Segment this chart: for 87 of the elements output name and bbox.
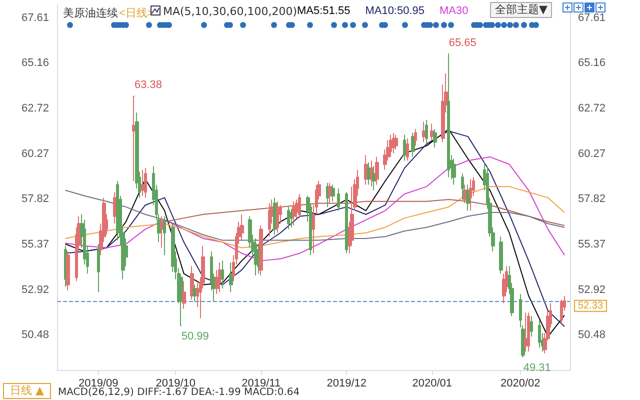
candlestick [229, 262, 233, 293]
x-tick-label: 2019/12 [326, 378, 366, 390]
candlestick [430, 123, 434, 141]
line-series [64, 190, 565, 241]
annotation: MA(5,10,30,60,100,200) [163, 5, 298, 19]
y2-tick-label: 57.82 [578, 193, 606, 206]
text: 日线 ▲ [3, 383, 51, 399]
candlestick [389, 134, 392, 158]
y-tick-label: 65.16 [21, 57, 49, 70]
text: MACD(26,12,9) DIFF:-1.67 DEA:-1.99 MACD:0.64 [58, 387, 300, 400]
candlestick [466, 184, 470, 212]
candlestick [345, 192, 348, 254]
y2-tick-label: 55.37 [578, 238, 606, 251]
y-tick-label: 60.27 [21, 148, 49, 160]
chart-title: 美原油连续 [63, 6, 118, 20]
candlestick [538, 319, 541, 348]
candlestick [433, 128, 437, 148]
candlestick [240, 214, 244, 241]
annotation: 65.65 [448, 37, 476, 50]
y2-tick-label: 65.16 [578, 57, 606, 70]
candlestick [287, 206, 290, 230]
candlestick [469, 178, 472, 212]
candlestick [276, 200, 279, 234]
y2-tick-label: 67.61 [578, 12, 606, 24]
candlestick [414, 128, 417, 146]
candlestick [254, 238, 257, 276]
candlestick [560, 299, 563, 324]
x-tick-label: 2020/02 [500, 378, 540, 390]
candlestick [394, 134, 398, 150]
candlestick [337, 188, 340, 212]
y-tick-label: 50.48 [21, 329, 49, 342]
candlestick [422, 121, 426, 143]
line-series [64, 186, 565, 248]
candlestick [527, 312, 530, 352]
y2-tick-label: 52.92 [578, 284, 606, 296]
candlestick [425, 119, 428, 144]
text: MA5:51.55 [297, 5, 350, 17]
candlestick [193, 284, 197, 302]
candlestick [328, 182, 332, 204]
candlestick [160, 216, 164, 248]
candlestick [298, 193, 301, 219]
candlestick [367, 162, 370, 186]
y-tick-label: 57.82 [21, 193, 49, 206]
y-tick-label: 52.92 [21, 284, 49, 296]
candlestick [364, 154, 368, 186]
ref-line-label: 52.33 [578, 300, 604, 312]
candlestick [452, 158, 456, 186]
y-tick-label: 67.61 [21, 12, 49, 24]
y-tick-label: 55.37 [21, 238, 49, 251]
candlestick [97, 244, 100, 293]
candlestick [411, 132, 415, 158]
candlestick [259, 224, 263, 276]
candlestick [403, 134, 406, 162]
candlestick [66, 250, 70, 291]
candlestick [372, 166, 376, 191]
candlestick [144, 168, 147, 198]
annotation: 49.31 [523, 362, 551, 374]
annotation: 63.38 [134, 79, 162, 92]
candlestick [370, 160, 373, 188]
candlestick [375, 156, 379, 186]
candlestick [292, 200, 296, 226]
line-series [164, 199, 565, 226]
candlestick [461, 173, 464, 200]
candlestick [218, 262, 221, 293]
candlestick [221, 260, 224, 289]
candlestick [331, 184, 335, 202]
candlestick [524, 312, 528, 352]
y2-tick-label: 60.27 [578, 148, 606, 160]
y2-tick-label: 50.48 [578, 329, 606, 342]
candlestick [163, 216, 166, 256]
annotation: 全部主题▼ [490, 2, 552, 18]
candlestick [268, 202, 271, 238]
line-series [64, 156, 565, 262]
candlestick [141, 169, 144, 196]
candlestick [406, 138, 409, 162]
x-tick-label: 2020/01 [412, 378, 452, 390]
y-tick-label: 62.72 [21, 102, 49, 114]
annotation: 50.99 [181, 330, 209, 343]
candlestick [326, 182, 329, 208]
candlestick [190, 266, 194, 300]
text: MA10:50.95 [365, 5, 425, 17]
candlestick [290, 208, 293, 228]
candlestick [499, 236, 503, 274]
y2-tick-label: 62.72 [578, 102, 606, 114]
candlestick [530, 316, 533, 338]
text: MA30 [440, 5, 468, 17]
candlestick [182, 280, 186, 310]
